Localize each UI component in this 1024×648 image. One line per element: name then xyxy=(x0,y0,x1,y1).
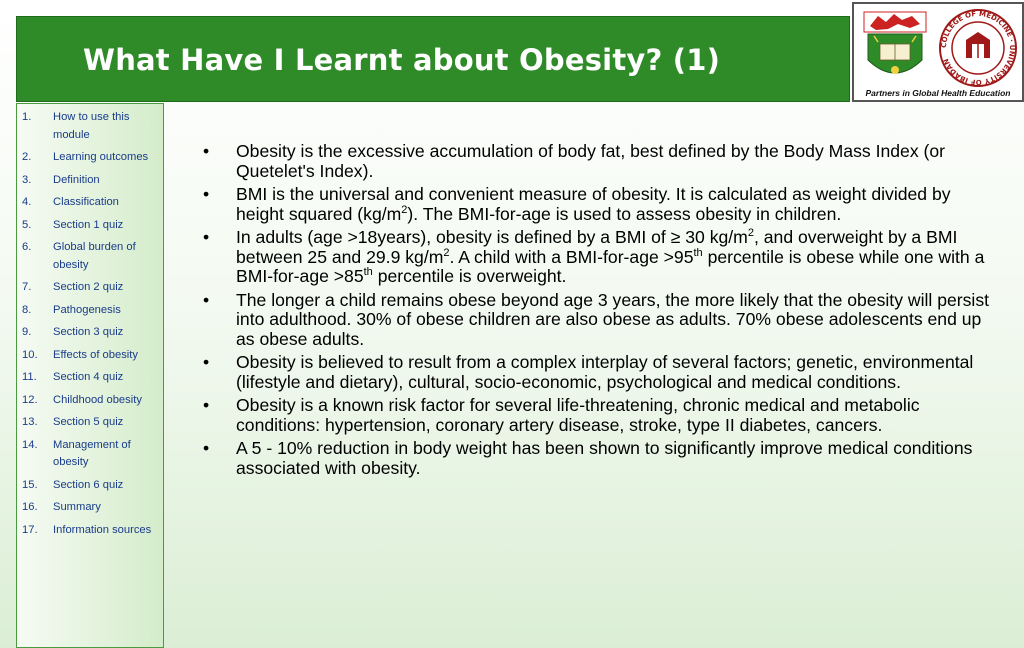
toc-number: 13. xyxy=(22,416,38,428)
partner-logos: COLLEGE OF MEDICINE · UNIVERSITY OF IBAD… xyxy=(852,2,1024,102)
superscript: 2 xyxy=(401,203,408,216)
toc-number: 10. xyxy=(22,348,38,361)
toc-label: Classification xyxy=(53,196,119,208)
toc-label: Section 6 quiz xyxy=(53,478,124,491)
toc-label: Summary xyxy=(53,501,101,513)
bullet-text: , and overweight by a BMI between 25 and… xyxy=(236,227,958,267)
toc-label: Definition xyxy=(53,173,100,186)
main-content: Obesity is the excessive accumulation of… xyxy=(198,141,998,482)
sidebar-toc: 1. How to use this module 2. Learning outc… xyxy=(16,103,164,648)
toc-label: Section 2 quiz xyxy=(53,281,124,293)
bullet-text: percentile is obese while one with a BMI… xyxy=(236,246,985,286)
toc-label: How to use this module xyxy=(53,111,130,141)
toc-item-summary[interactable]: 16. Summary xyxy=(17,499,163,517)
toc-item-childhood-obesity[interactable]: 12. Childhood obesity xyxy=(17,392,163,410)
toc-number: 4. xyxy=(22,196,32,208)
title-bar: What Have I Learnt about Obesity? (1) xyxy=(16,16,850,102)
bullet-causes: Obesity is believed to result from a com… xyxy=(198,352,998,392)
seal-logo: COLLEGE OF MEDICINE · UNIVERSITY OF IBAD… xyxy=(939,9,1017,87)
logo-graphics: COLLEGE OF MEDICINE · UNIVERSITY OF IBAD… xyxy=(863,9,1017,87)
toc-item-management[interactable]: 14. Management of obesity xyxy=(17,437,163,472)
toc-item-classification[interactable]: 4. Classification xyxy=(17,194,163,212)
bullet-text: In adults (age >18years), obesity is def… xyxy=(236,227,748,247)
toc-item-definition[interactable]: 3. Definition xyxy=(17,172,163,190)
toc-item-section-2-quiz[interactable]: 7. Section 2 quiz xyxy=(17,279,163,297)
toc-number: 5. xyxy=(22,218,32,231)
toc-item-information-sources[interactable]: 17. Information sources xyxy=(17,522,163,540)
bullet-text: A 5 - 10% reduction in body weight has b… xyxy=(236,438,973,478)
bullet-text: Obesity is the excessive accumulation of… xyxy=(236,141,946,181)
bullet-persistence: The longer a child remains obese beyond … xyxy=(198,289,998,350)
bullet-text: . A child with a BMI-for-age >95 xyxy=(449,246,694,267)
toc-item-section-1-quiz[interactable]: 5. Section 1 quiz xyxy=(17,217,163,235)
toc-item-section-4-quiz[interactable]: 11. Section 4 quiz xyxy=(17,369,163,387)
toc-label: Learning outcomes xyxy=(53,151,149,163)
toc-label: Information sources xyxy=(53,523,152,536)
superscript: th xyxy=(693,246,703,259)
toc-number: 3. xyxy=(22,173,32,186)
logo-caption: Partners in Global Health Education xyxy=(865,88,1011,98)
toc-number: 8. xyxy=(22,303,32,316)
toc-number: 12. xyxy=(22,393,38,406)
toc-label: Section 1 quiz xyxy=(53,218,124,231)
bullet-definition: Obesity is the excessive accumulation of… xyxy=(198,141,998,181)
superscript: 2 xyxy=(443,246,450,259)
toc-number: 14. xyxy=(22,438,38,451)
toc-number: 6. xyxy=(22,241,32,253)
toc-item-global-burden[interactable]: 6. Global burden of obesity xyxy=(17,239,163,274)
page-title: What Have I Learnt about Obesity? (1) xyxy=(83,43,721,77)
bullet-text: BMI is the universal and convenient meas… xyxy=(236,184,951,224)
bullet-text: ). The BMI-for-age is used to assess obe… xyxy=(407,203,842,224)
bullet-bmi: BMI is the universal and convenient meas… xyxy=(198,184,998,224)
toc-item-effects-of-obesity[interactable]: 10. Effects of obesity xyxy=(17,347,163,365)
toc-label: Effects of obesity xyxy=(53,348,138,361)
toc-number: 7. xyxy=(22,281,32,293)
toc-item-pathogenesis[interactable]: 8. Pathogenesis xyxy=(17,302,163,320)
bullet-text: percentile is overweight. xyxy=(372,266,567,286)
superscript: 2 xyxy=(747,227,754,240)
toc-number: 17. xyxy=(22,523,38,536)
shield-logo xyxy=(863,11,927,74)
toc-label: Management of obesity xyxy=(53,438,131,469)
toc-label: Childhood obesity xyxy=(53,393,142,406)
bullet-text: The longer a child remains obese beyond … xyxy=(236,289,990,349)
toc-number: 11. xyxy=(22,371,37,383)
bullet-risk-factors: Obesity is a known risk factor for sever… xyxy=(198,395,998,435)
toc-label: Global burden of obesity xyxy=(53,241,136,271)
toc-label: Section 4 quiz xyxy=(53,371,124,383)
bullet-text: Obesity is believed to result from a com… xyxy=(236,352,974,392)
toc-item-how-to-use[interactable]: 1. How to use this module xyxy=(17,109,163,144)
toc-number: 15. xyxy=(22,478,38,491)
toc-number: 1. xyxy=(22,111,32,123)
toc-label: Section 3 quiz xyxy=(53,326,124,338)
superscript: th xyxy=(363,266,373,279)
toc-number: 2. xyxy=(22,151,32,163)
toc-number: 9. xyxy=(22,326,32,338)
toc-number: 16. xyxy=(22,501,38,513)
bullet-list: Obesity is the excessive accumulation of… xyxy=(198,141,998,478)
bullet-text: Obesity is a known risk factor for sever… xyxy=(236,395,920,435)
toc-item-section-3-quiz[interactable]: 9. Section 3 quiz xyxy=(17,324,163,342)
bullet-adult-criteria: In adults (age >18years), obesity is def… xyxy=(198,227,998,287)
toc-label: Pathogenesis xyxy=(53,303,121,316)
toc-item-section-5-quiz[interactable]: 13. Section 5 quiz xyxy=(17,414,163,432)
toc-list: 1. How to use this module 2. Learning outc… xyxy=(17,104,163,539)
toc-item-section-6-quiz[interactable]: 15. Section 6 quiz xyxy=(17,477,163,495)
bullet-weight-reduction: A 5 - 10% reduction in body weight has b… xyxy=(198,438,998,478)
toc-item-learning-outcomes[interactable]: 2. Learning outcomes xyxy=(17,149,163,167)
toc-label: Section 5 quiz xyxy=(53,416,124,428)
